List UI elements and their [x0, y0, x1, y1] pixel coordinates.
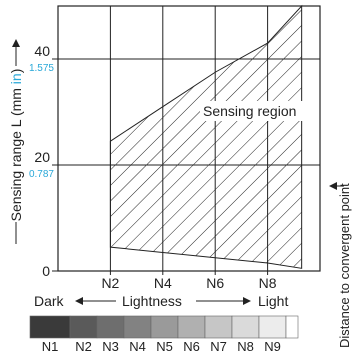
plot-border — [57, 5, 321, 272]
scale-swatch — [285, 315, 299, 339]
scale-label: N6 — [183, 339, 200, 354]
scale-swatch — [29, 315, 71, 339]
y-tick-label: 0 — [42, 263, 50, 279]
scale-swatch — [177, 315, 206, 339]
lightness-scale: N1 N2 N3 N4 N5 N6 N7 N8 N9 — [29, 315, 299, 354]
region-label: Sensing region — [203, 103, 296, 119]
y-tick-inch-label: 0.787 — [29, 169, 54, 180]
y-tick-inch-label: 1.575 — [29, 63, 54, 74]
scale-swatch — [231, 315, 260, 339]
distance-to-convergent-point-label: Distance to convergent point — [337, 183, 352, 348]
y-tick-label: 20 — [34, 149, 50, 165]
x-tick-label: N8 — [259, 275, 277, 291]
x-tick-label: N4 — [154, 275, 172, 291]
scale-swatch — [258, 315, 287, 339]
y-axis-label-inch: in — [8, 73, 24, 84]
y-axis-label: Sensing range L (mm in) — [8, 69, 24, 222]
scale-label: N7 — [210, 339, 227, 354]
x-ticks: N2 N4 N6 N8 — [101, 271, 277, 291]
plot-frame — [57, 5, 321, 272]
y-tick-label: 40 — [34, 43, 50, 59]
scale-label: N8 — [237, 339, 254, 354]
lightness-light-label: Light — [258, 293, 288, 309]
sensing-region-area — [109, 4, 303, 269]
scale-label: N9 — [264, 339, 281, 354]
scale-label: N1 — [42, 339, 59, 354]
lightness-label: Lightness — [122, 293, 182, 309]
scale-swatch — [123, 315, 152, 339]
scale-label: N3 — [102, 339, 119, 354]
scale-swatch — [204, 315, 233, 339]
lightness-dark-label: Dark — [34, 293, 65, 309]
scale-label: N4 — [129, 339, 146, 354]
y-ticks: 0 20 0.787 40 1.575 — [29, 43, 58, 279]
scale-swatch — [69, 315, 98, 339]
x-tick-label: N6 — [206, 275, 224, 291]
scale-swatch — [96, 315, 125, 339]
scale-label: N5 — [156, 339, 173, 354]
scale-label: N2 — [75, 339, 92, 354]
scale-swatch — [150, 315, 179, 339]
region-label-bg — [200, 101, 310, 121]
x-tick-label: N2 — [101, 275, 119, 291]
